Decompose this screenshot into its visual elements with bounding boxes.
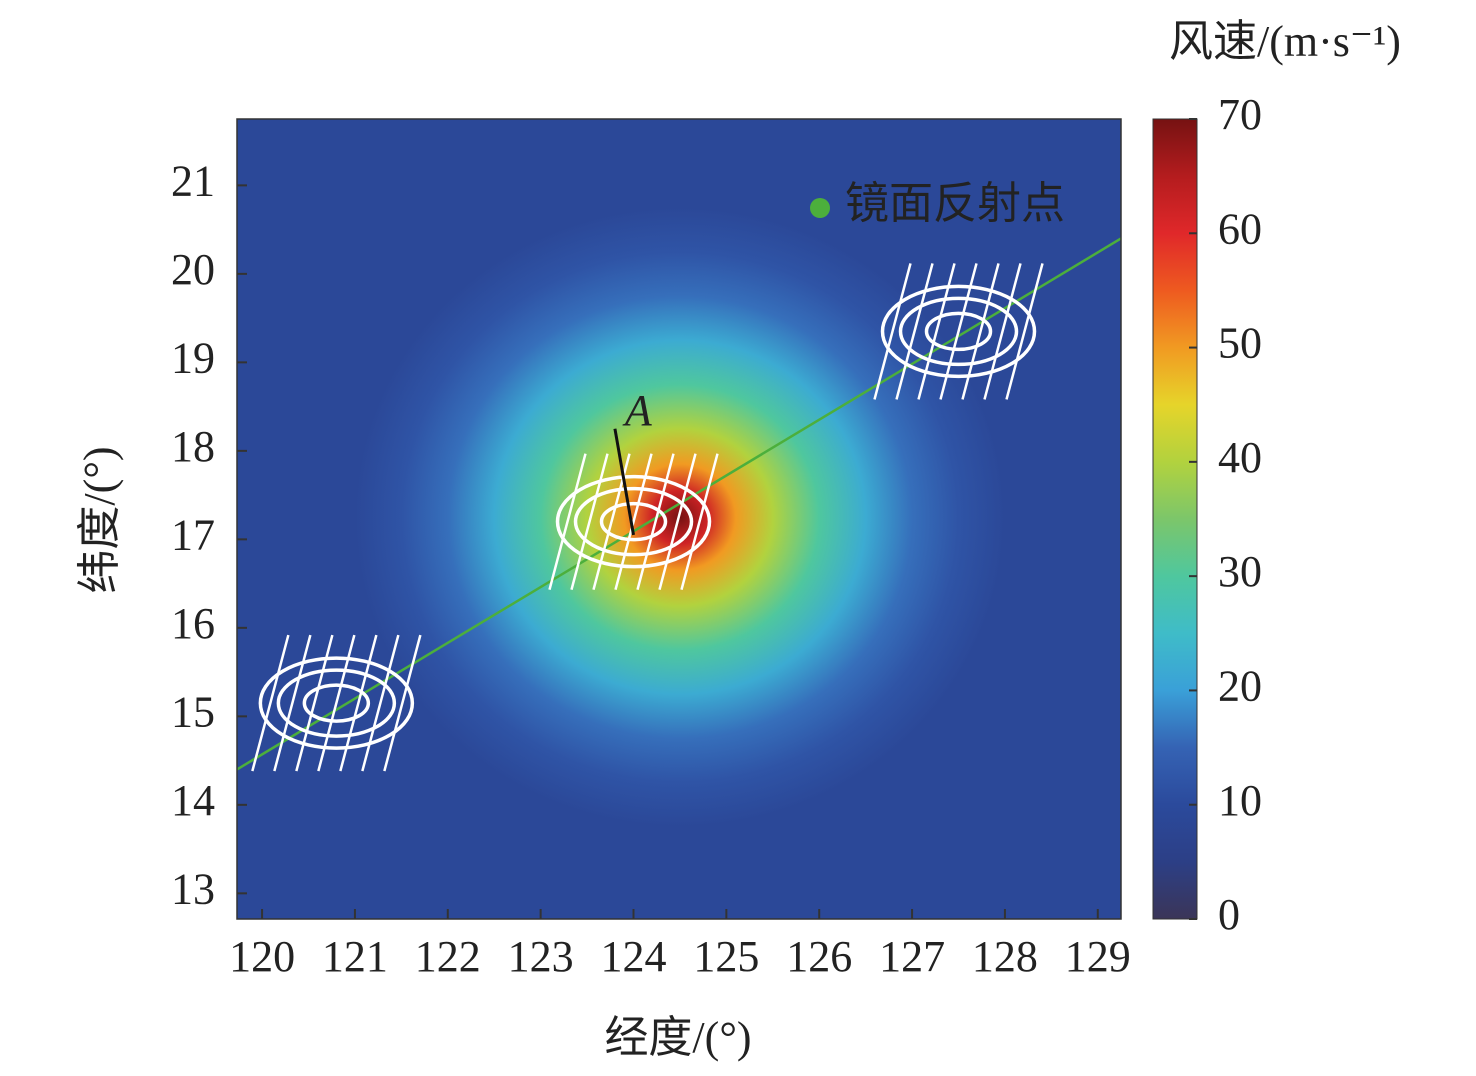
footprint-line bbox=[680, 453, 719, 590]
colorbar-label: 风速/(m·s⁻¹) bbox=[1169, 17, 1401, 66]
x-tick-label: 128 bbox=[972, 932, 1038, 981]
x-tick-label: 124 bbox=[601, 932, 667, 981]
footprint-ring bbox=[898, 296, 1019, 367]
y-tick-label: 18 bbox=[171, 422, 215, 471]
footprint-line bbox=[570, 453, 609, 590]
colorbar-tick-label: 0 bbox=[1218, 890, 1240, 939]
footprint-line bbox=[361, 634, 400, 772]
x-axis-label: 经度/(°) bbox=[604, 1013, 751, 1062]
footprint-line bbox=[983, 263, 1022, 400]
footprint-ring bbox=[924, 311, 993, 352]
footprint-ring bbox=[302, 683, 371, 723]
y-tick-label: 17 bbox=[171, 510, 215, 559]
x-tick-label: 126 bbox=[786, 932, 852, 981]
footprint-ring bbox=[258, 656, 415, 750]
footprint-line bbox=[658, 453, 697, 590]
x-tick-label: 125 bbox=[693, 932, 759, 981]
footprint-line bbox=[895, 263, 934, 400]
footprint-line bbox=[273, 634, 312, 772]
colorbar-tick-label: 30 bbox=[1218, 547, 1262, 596]
legend-marker bbox=[810, 198, 830, 218]
footprint-ring bbox=[555, 474, 712, 569]
plot-frame bbox=[236, 118, 1122, 920]
footprint-line bbox=[251, 634, 290, 772]
y-tick-label: 14 bbox=[171, 776, 215, 825]
colorbar-tick-label: 10 bbox=[1218, 776, 1262, 825]
colorbar-tick-label: 50 bbox=[1218, 319, 1262, 368]
footprint-line bbox=[1005, 263, 1044, 400]
footprint-ring bbox=[573, 486, 694, 557]
annotation-line bbox=[613, 428, 635, 536]
footprint-line bbox=[636, 453, 675, 590]
footprint-line bbox=[295, 634, 334, 772]
x-tick-label: 123 bbox=[508, 932, 574, 981]
legend-label: 镜面反射点 bbox=[845, 179, 1065, 228]
footprint-line bbox=[961, 263, 1000, 400]
footprint-line bbox=[317, 634, 356, 772]
footprint-line bbox=[873, 263, 912, 400]
y-tick-label: 21 bbox=[171, 156, 215, 205]
annotation-text: A bbox=[622, 386, 653, 435]
footprint-line bbox=[917, 263, 956, 400]
footprint-line bbox=[614, 453, 653, 590]
colorbar-tick-label: 70 bbox=[1218, 90, 1262, 139]
footprint-line bbox=[548, 453, 587, 590]
footprint-line bbox=[939, 263, 978, 400]
y-tick-label: 16 bbox=[171, 599, 215, 648]
x-tick-label: 127 bbox=[879, 932, 945, 981]
colorbar bbox=[1152, 118, 1198, 920]
footprint-ring bbox=[880, 284, 1037, 379]
y-tick-label: 20 bbox=[171, 245, 215, 294]
x-tick-label: 121 bbox=[322, 932, 388, 981]
y-tick-label: 13 bbox=[171, 864, 215, 913]
y-tick-label: 15 bbox=[171, 687, 215, 736]
footprint bbox=[251, 634, 422, 772]
x-tick-label: 120 bbox=[229, 932, 295, 981]
x-tick-label: 122 bbox=[415, 932, 481, 981]
colorbar-tick-label: 20 bbox=[1218, 662, 1262, 711]
colorbar-tick-label: 60 bbox=[1218, 204, 1262, 253]
plot-area bbox=[237, 119, 1121, 919]
footprint-ring bbox=[276, 668, 397, 738]
colorbar-tick-label: 40 bbox=[1218, 433, 1262, 482]
y-tick-label: 19 bbox=[171, 333, 215, 382]
footprint-line bbox=[339, 634, 378, 772]
footprint-ring bbox=[599, 501, 668, 542]
footprint bbox=[873, 263, 1044, 400]
track-line bbox=[237, 237, 1121, 771]
y-axis-label: 纬度/(°) bbox=[75, 446, 124, 593]
footprint-line bbox=[383, 634, 422, 772]
x-tick-label: 129 bbox=[1065, 932, 1131, 981]
